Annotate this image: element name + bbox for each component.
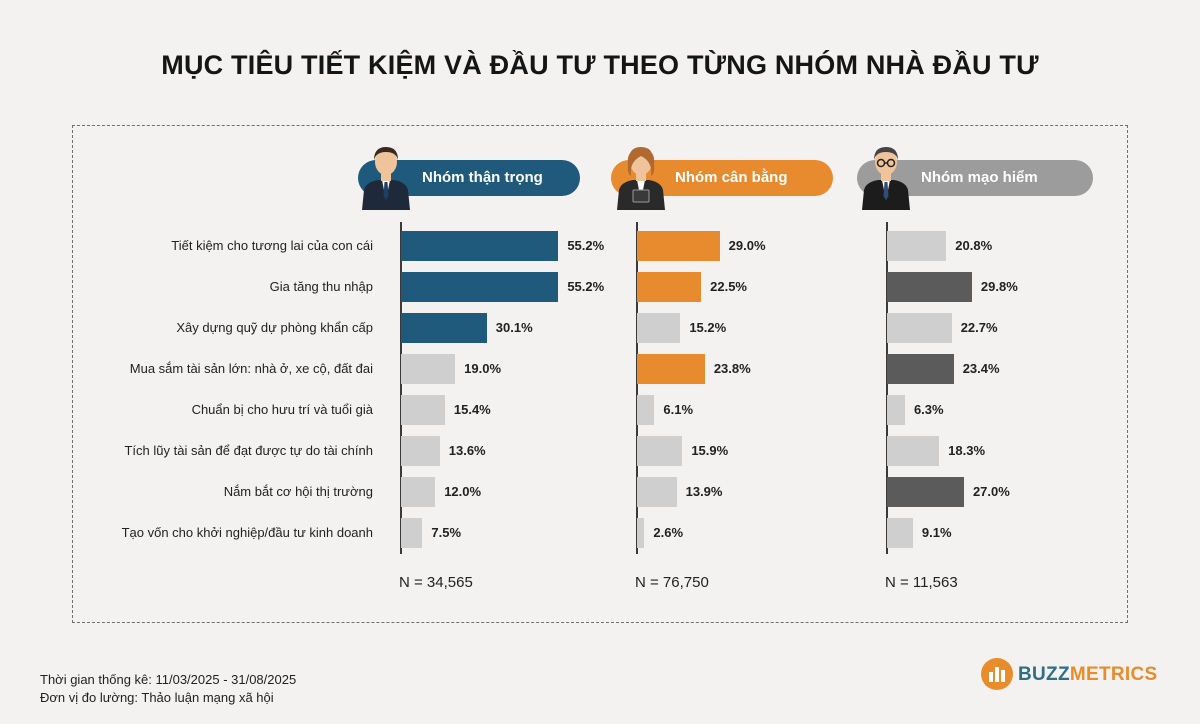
data-label: 30.1% [495,320,533,335]
category-label: Nắm bắt cơ hội thị trường [223,484,373,499]
glasses-businessman-avatar-icon [862,147,910,210]
data-label: 6.3% [913,402,944,417]
data-label: 22.5% [710,279,747,294]
bar [401,436,440,466]
bar [401,272,559,302]
bar [887,436,940,466]
data-label: 27.0% [972,484,1010,499]
bar [637,354,705,384]
brand-part2: METRICS [1069,664,1158,685]
data-label: 15.2% [689,320,727,335]
data-label: 9.1% [921,525,952,540]
bar [887,231,947,261]
data-label: 29.8% [980,279,1018,294]
buzzmetrics-logo-icon [981,658,1013,690]
category-label: Tích lũy tài sản để đạt được tự do tài c… [124,443,373,458]
chart-title: MỤC TIÊU TIẾT KIỆM VÀ ĐẦU TƯ THEO TỪNG N… [161,50,1039,80]
category-label: Chuẩn bị cho hưu trí và tuổi già [191,402,373,417]
brand-part1: BUZZ [1018,664,1070,685]
bar [401,395,445,425]
bar [637,313,681,343]
sample-size-label: N = 34,565 [399,574,473,591]
data-label: 15.9% [691,443,729,458]
bar [887,272,972,302]
data-label: 20.8% [955,238,993,253]
bar [887,477,964,507]
businessman-avatar-icon [362,147,410,210]
bar [401,354,456,384]
chart-frame [72,125,1128,623]
data-label: 7.5% [431,525,462,540]
bar [401,477,436,507]
axis-line [636,222,638,554]
bar [637,477,677,507]
brand-logo-text: BUZZMETRICS [1018,664,1157,686]
data-label: 55.2% [567,279,605,294]
bar [887,518,913,548]
data-label: 6.1% [663,402,694,417]
bar [887,395,905,425]
axis-line [400,222,402,554]
data-label: 22.7% [960,320,998,335]
data-label: 15.4% [453,402,491,417]
category-label: Gia tăng thu nhập [269,279,373,294]
axis-line [886,222,888,554]
bar [887,354,954,384]
footer-unit: Đơn vị đo lường: Thảo luận mạng xã hội [40,690,274,705]
data-label: 23.4% [962,361,1000,376]
category-label: Tạo vốn cho khởi nghiệp/đầu tư kinh doan… [121,525,373,540]
data-label: 18.3% [948,443,986,458]
sample-size-label: N = 11,563 [885,574,958,591]
bar [637,518,645,548]
data-label: 13.9% [685,484,723,499]
bar [637,272,702,302]
bar [401,231,559,261]
data-label: 29.0% [728,238,766,253]
data-label: 13.6% [448,443,486,458]
data-label: 2.6% [653,525,684,540]
bar [401,313,487,343]
footer-period: Thời gian thống kê: 11/03/2025 - 31/08/2… [40,672,297,687]
data-label: 23.8% [713,361,751,376]
data-label: 12.0% [444,484,482,499]
category-label: Xây dựng quỹ dự phòng khẩn cấp [176,320,373,335]
sample-size-label: N = 76,750 [635,574,709,591]
data-label: 19.0% [464,361,502,376]
bar [637,231,720,261]
bar [637,436,683,466]
data-label: 55.2% [567,238,605,253]
bar [401,518,423,548]
bar [637,395,655,425]
category-label: Tiết kiệm cho tương lai của con cái [171,238,373,253]
businesswoman-avatar-icon [617,147,665,210]
category-label: Mua sắm tài sản lớn: nhà ở, xe cộ, đất đ… [129,361,373,376]
bar [887,313,952,343]
